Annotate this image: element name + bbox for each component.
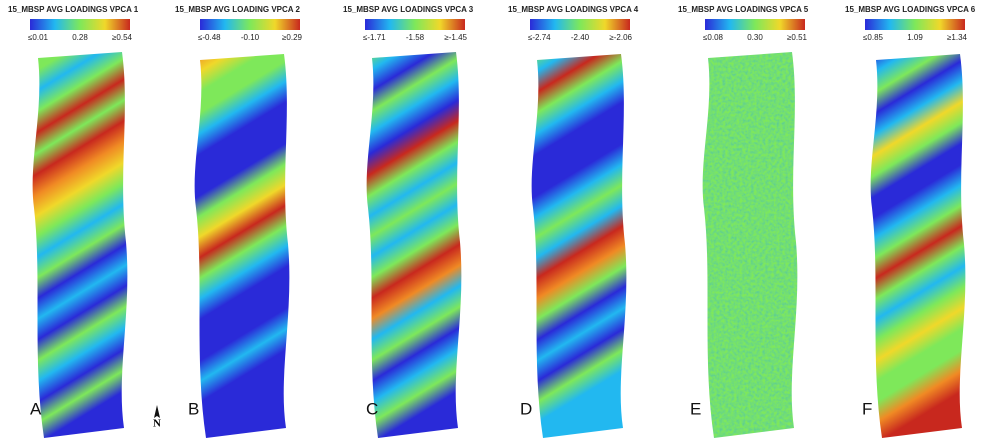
map-strip	[194, 54, 290, 438]
scale-mid: -1.58	[406, 33, 425, 42]
map-strip	[870, 54, 966, 438]
scale-max: ≥-2.06	[609, 33, 632, 42]
colorbar	[200, 19, 300, 30]
panel: 15_MBSP AVG LOADINGS VPCA 5 ≤0.08 0.30 ≥0.5…	[678, 5, 809, 438]
scale-max: ≥0.54	[112, 33, 133, 42]
panel-title: 15_MBSP AVG LOADING VPCA 2	[175, 5, 300, 14]
scale-max: ≥0.29	[282, 33, 303, 42]
panel-letter: D	[520, 399, 532, 418]
colorbar	[865, 19, 965, 30]
panel-letter: B	[188, 399, 199, 418]
scale-max: ≥-1.45	[444, 33, 467, 42]
scale-min: ≤-2.74	[528, 33, 551, 42]
scale-min: ≤-0.48	[198, 33, 221, 42]
scale-mid: 0.30	[747, 33, 763, 42]
panel-title: 15_MBSP AVG LOADINGS VPCA 6	[845, 5, 976, 14]
map-strip	[702, 52, 798, 438]
map-strip	[531, 54, 627, 438]
north-arrow: N	[153, 405, 161, 430]
scale-mid: 0.28	[72, 33, 88, 42]
panel-letter: A	[30, 399, 42, 418]
colorbar	[30, 19, 130, 30]
panel-letter: F	[862, 399, 872, 418]
panel-title: 15_MBSP AVG LOADINGS VPCA 4	[508, 5, 639, 14]
scale-max: ≥1.34	[947, 33, 968, 42]
panel: 15_MBSP AVG LOADINGS VPCA 4 ≤-2.74 -2.40 ≥-…	[508, 5, 639, 438]
panel-title: 15_MBSP AVG LOADINGS VPCA 1	[8, 5, 139, 14]
panel-letter: C	[366, 399, 378, 418]
map-strip	[366, 52, 462, 438]
scale-min: ≤0.08	[703, 33, 724, 42]
north-label: N	[153, 418, 161, 430]
colorbar	[705, 19, 805, 30]
scale-mid: 1.09	[907, 33, 923, 42]
panel-title: 15_MBSP AVG LOADINGS VPCA 3	[343, 5, 474, 14]
colorbar	[365, 19, 465, 30]
panel: 15_MBSP AVG LOADING VPCA 2 ≤-0.48 -0.10 ≥0.…	[175, 5, 303, 438]
panel: 15_MBSP AVG LOADINGS VPCA 1 ≤0.01 0.28 ≥0.5…	[8, 5, 139, 438]
scale-max: ≥0.51	[787, 33, 808, 42]
panel-letter: E	[690, 399, 701, 418]
panel: 15_MBSP AVG LOADINGS VPCA 6 ≤0.85 1.09 ≥1.3…	[845, 5, 976, 438]
map-strip	[32, 52, 128, 438]
scale-min: ≤-1.71	[363, 33, 386, 42]
scale-mid: -2.40	[571, 33, 590, 42]
scale-min: ≤0.85	[863, 33, 884, 42]
panel-title: 15_MBSP AVG LOADINGS VPCA 5	[678, 5, 809, 14]
scale-min: ≤0.01	[28, 33, 49, 42]
colorbar	[530, 19, 630, 30]
panel: 15_MBSP AVG LOADINGS VPCA 3 ≤-1.71 -1.58 ≥-…	[343, 5, 474, 438]
scale-mid: -0.10	[241, 33, 260, 42]
